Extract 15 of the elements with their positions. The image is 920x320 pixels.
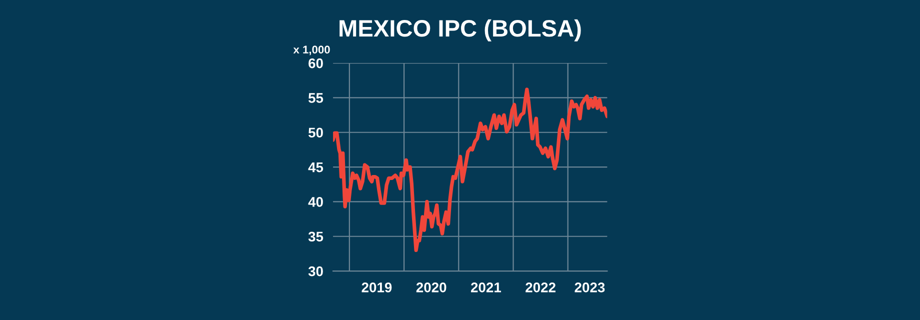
- y-axis-title: x 1,000: [293, 46, 330, 56]
- y-tick-label: 45: [308, 162, 324, 172]
- x-tick-label: 2020: [416, 282, 446, 292]
- y-tick-label: 50: [308, 128, 323, 138]
- y-tick-label: 40: [308, 197, 323, 207]
- x-tick-label: 2019: [362, 282, 392, 292]
- y-tick-label: 35: [308, 232, 324, 242]
- x-tick-label: 2023: [574, 282, 605, 292]
- chart-title: MEXICO IPC (BOLSA): [340, 19, 581, 42]
- y-tick-label: 55: [308, 93, 324, 103]
- y-tick-label: 60: [308, 58, 323, 68]
- y-tick-label: 30: [308, 266, 323, 276]
- x-tick-label: 2021: [470, 282, 502, 292]
- x-tick-label: 2022: [526, 282, 556, 292]
- line-series: [333, 88, 608, 252]
